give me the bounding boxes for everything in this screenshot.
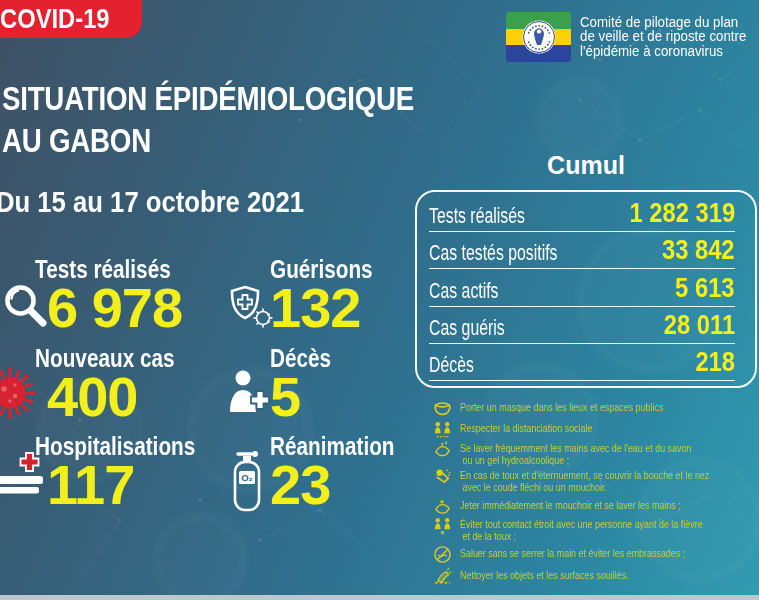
- cumul-row-value: 33 842: [662, 235, 735, 266]
- title-line1: SITUATION ÉPIDÉMIOLOGIQUE: [2, 78, 414, 120]
- cumul-row-value: 5 613: [676, 273, 735, 304]
- cough-elbow-icon: [433, 467, 452, 486]
- cumul-title: Cumul: [415, 151, 757, 180]
- covid19-banner-label: COVID-19: [0, 4, 110, 35]
- bottom-strip: [0, 595, 759, 600]
- tip-handwash: Se laver fréquemment les mains avec de l…: [433, 440, 732, 466]
- stat-label: Nouveaux cas: [35, 345, 175, 372]
- gabon-flag-logo: [506, 12, 571, 62]
- committee-line2: de veille et de riposte contre: [580, 29, 746, 43]
- stat-label: Tests réalisés: [35, 256, 171, 283]
- virus-icon: [0, 365, 38, 421]
- handwash-icon: [433, 440, 452, 459]
- cumul-row-actifs: Cas actifs 5 613: [429, 269, 735, 306]
- report-period: Du 15 au 17 octobre 2021: [0, 186, 304, 219]
- mask-icon: [433, 399, 452, 418]
- tip-text: Porter un masque dans les lieux et espac…: [460, 399, 663, 418]
- cumul-row-label: Cas testés positifs: [429, 240, 558, 266]
- stat-label: Guérisons: [270, 256, 373, 283]
- cumul-row-value: 28 011: [664, 310, 735, 341]
- cumul-row-gueris: Cas guéris 28 011: [429, 307, 735, 344]
- covid19-banner: COVID-19: [0, 0, 142, 38]
- infographic-root: COVID-19 Comité de pilotage du plan: [0, 0, 759, 600]
- tip-text: Saluer sans se serrer la main et éviter …: [460, 545, 685, 564]
- stat-nouveaux-cas: Nouveaux cas 400: [35, 345, 203, 420]
- cumul-row-value: 1 282 319: [629, 198, 735, 229]
- tip-mask: Porter un masque dans les lieux et espac…: [433, 399, 699, 418]
- committee-header: Comité de pilotage du plan de veille et …: [506, 12, 755, 62]
- stat-deces: Décès 5: [270, 345, 344, 420]
- stat-value: 117: [47, 461, 228, 508]
- oxygen-tank-icon: O₂: [231, 450, 263, 512]
- no-handshake-icon: [433, 545, 452, 564]
- throw-tissue-icon: [433, 497, 452, 516]
- svg-text:O₂: O₂: [241, 472, 253, 483]
- cumul-table: Tests réalisés 1 282 319 Cas testés posi…: [415, 190, 757, 388]
- stat-value: 23: [270, 461, 420, 508]
- cumul-row-label: Cas guéris: [429, 315, 505, 341]
- cumul-row-tests: Tests réalisés 1 282 319: [429, 195, 735, 232]
- title-line2: AU GABON: [2, 120, 414, 162]
- committee-title: Comité de pilotage du plan de veille et …: [580, 12, 746, 62]
- cumul-row-positifs: Cas testés positifs 33 842: [429, 232, 735, 269]
- stat-value: 5: [270, 373, 344, 420]
- stat-reanimation: Réanimation 23: [270, 433, 420, 508]
- distancing-icon: [433, 420, 452, 439]
- committee-line3: l'épidémie à coronavirus: [580, 44, 746, 58]
- tip-tissue: Jeter immédiatement le mouchoir et se la…: [433, 497, 720, 516]
- cumul-row-label: Cas actifs: [429, 278, 499, 304]
- cumul-row-value: 218: [695, 347, 735, 378]
- tip-text: Éviter tout contact étroit avec une pers…: [460, 516, 703, 542]
- avoid-contact-icon: [433, 516, 452, 535]
- stat-tests-realises: Tests réalisés 6 978: [35, 256, 199, 331]
- clean-surfaces-icon: [433, 567, 452, 586]
- cumul-row-deces: Décès 218: [429, 344, 735, 381]
- tip-distancing: Respecter la distanciation sociale: [433, 420, 616, 439]
- stat-value: 6 978: [47, 284, 199, 331]
- stat-label: Hospitalisations: [35, 433, 195, 460]
- stat-value: 400: [47, 373, 203, 420]
- tip-text: Jeter immédiatement le mouchoir et se la…: [460, 497, 681, 516]
- tip-clean: Nettoyer les objets et les surfaces soui…: [433, 567, 658, 586]
- tip-text: Respecter la distanciation sociale: [460, 420, 592, 439]
- stat-label: Réanimation: [270, 433, 395, 460]
- stat-hospitalisations: Hospitalisations 117: [35, 433, 228, 508]
- shield-virus-icon: [228, 285, 274, 329]
- gabon-seal: [522, 21, 555, 54]
- tip-text: Se laver fréquemment les mains avec de l…: [460, 440, 691, 466]
- tip-text: Nettoyer les objets et les surfaces soui…: [460, 567, 629, 586]
- tip-no-handshake: Saluer sans se serrer la main et éviter …: [433, 545, 725, 564]
- stat-guerisons: Guérisons 132: [270, 256, 394, 331]
- stat-label: Décès: [270, 345, 331, 372]
- cumul-row-label: Tests réalisés: [429, 203, 525, 229]
- tip-cough: En cas de toux et d'éternuement, se couv…: [433, 467, 753, 493]
- committee-line1: Comité de pilotage du plan: [580, 15, 746, 29]
- tip-avoid-contact: Éviter tout contact étroit avec une pers…: [433, 516, 745, 542]
- page-title: SITUATION ÉPIDÉMIOLOGIQUE AU GABON: [2, 78, 414, 162]
- cumul-row-label: Décès: [429, 352, 474, 378]
- tip-text: En cas de toux et d'éternuement, se couv…: [460, 467, 709, 493]
- stat-value: 132: [270, 284, 394, 331]
- person-cross-icon: [228, 368, 270, 413]
